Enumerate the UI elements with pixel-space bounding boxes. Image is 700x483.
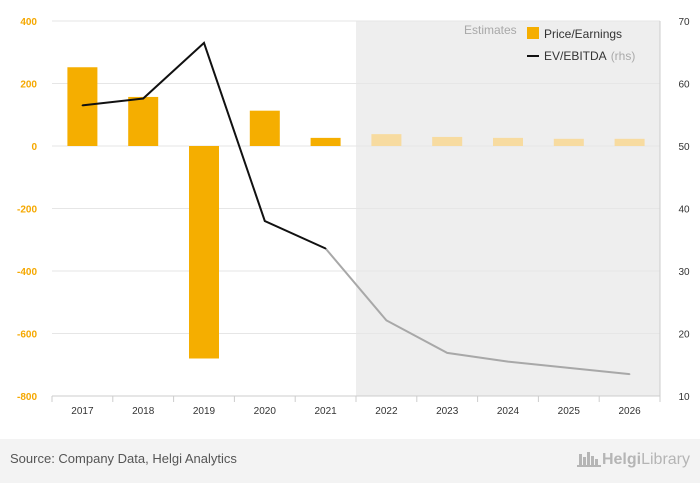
point-ev-2021 (324, 247, 327, 250)
point-ev-2019 (203, 42, 205, 44)
bar-pe-2024 (493, 137, 523, 146)
point-ev-2020 (264, 220, 266, 222)
source-text: Source: Company Data, Helgi Analytics (10, 451, 237, 466)
legend-ev-name: EV/EBITDA (544, 49, 607, 63)
bar-pe-2018 (128, 96, 159, 146)
legend-ev-label: EV/EBITDA (rhs) (544, 49, 635, 63)
y-right-tick-label: 30 (678, 267, 690, 278)
logo-text-rest: Library (641, 451, 690, 468)
line-ev-ebitda-estimates (324, 247, 630, 376)
bar-pe-2021 (310, 137, 341, 146)
y-right-tick-label: 20 (678, 330, 690, 341)
legend-pe-swatch (527, 27, 539, 39)
legend-ev-suffix: (rhs) (611, 49, 636, 63)
point-ev-2018 (142, 97, 144, 100)
bar-pe-2025 (553, 138, 584, 146)
point-ev-2022 (385, 319, 388, 322)
bar-pe-2022 (371, 134, 402, 146)
legend-pe-label: Price/Earnings (544, 27, 622, 41)
x-tick-label: 2018 (132, 406, 155, 417)
point-ev-2025 (568, 367, 570, 369)
y-left-tick-label: 400 (20, 17, 37, 28)
point-ev-2024 (507, 360, 509, 363)
y-left-tick-label: -800 (17, 392, 37, 403)
y-right-tick-label: 70 (678, 17, 690, 28)
point-ev-2017 (81, 104, 84, 107)
x-tick-label: 2023 (436, 406, 459, 417)
y-left-tick-label: -600 (17, 330, 37, 341)
bars (67, 67, 645, 359)
logo-text: HelgiLibrary (602, 451, 690, 469)
point-ev-2026 (628, 373, 631, 375)
x-tick-label: 2025 (558, 406, 581, 417)
y-left-tick-label: -200 (17, 205, 37, 216)
y-left-tick-label: 200 (20, 80, 37, 91)
chart: 2017 2018 2019 2020 2021 2022 2023 2024 2025 2026… (17, 17, 690, 417)
footer: Source: Company Data, Helgi Analytics He… (0, 439, 700, 483)
logo-text-bold: Helgi (601, 451, 642, 468)
x-tick-label: 2026 (618, 406, 641, 417)
y-right-tick-label: 60 (678, 80, 690, 91)
x-tick-label: 2024 (497, 406, 520, 417)
estimates-label: Estimates (464, 23, 517, 37)
bar-pe-2020 (249, 110, 280, 146)
bookshelf-icon (576, 452, 601, 467)
x-tick-label: 2020 (254, 406, 277, 417)
legend: Estimates Price/Earnings EV/EBITDA (rhs) (464, 23, 635, 63)
y-right-tick-label: 10 (678, 392, 690, 403)
bar-pe-2026 (614, 138, 645, 146)
y-right-tick-label: 40 (678, 205, 690, 216)
x-tick-label: 2017 (71, 406, 94, 417)
y-left-tick-label: 0 (31, 142, 37, 153)
y-left-tick-label: -400 (17, 267, 37, 278)
helgi-library-logo[interactable]: HelgiLibrary (576, 448, 690, 472)
x-tick-label: 2021 (314, 406, 337, 417)
point-ev-2023 (446, 352, 449, 354)
x-tick-label: 2022 (375, 406, 398, 417)
bar-pe-2017 (67, 67, 98, 146)
bar-pe-2019 (189, 146, 219, 359)
x-tick-label: 2019 (193, 406, 216, 417)
ev-ebitda-line (81, 41, 631, 376)
bar-pe-2023 (432, 136, 463, 146)
y-right-tick-label: 50 (678, 142, 690, 153)
axes: 2017 2018 2019 2020 2021 2022 2023 2024 2025 2026… (17, 17, 690, 417)
